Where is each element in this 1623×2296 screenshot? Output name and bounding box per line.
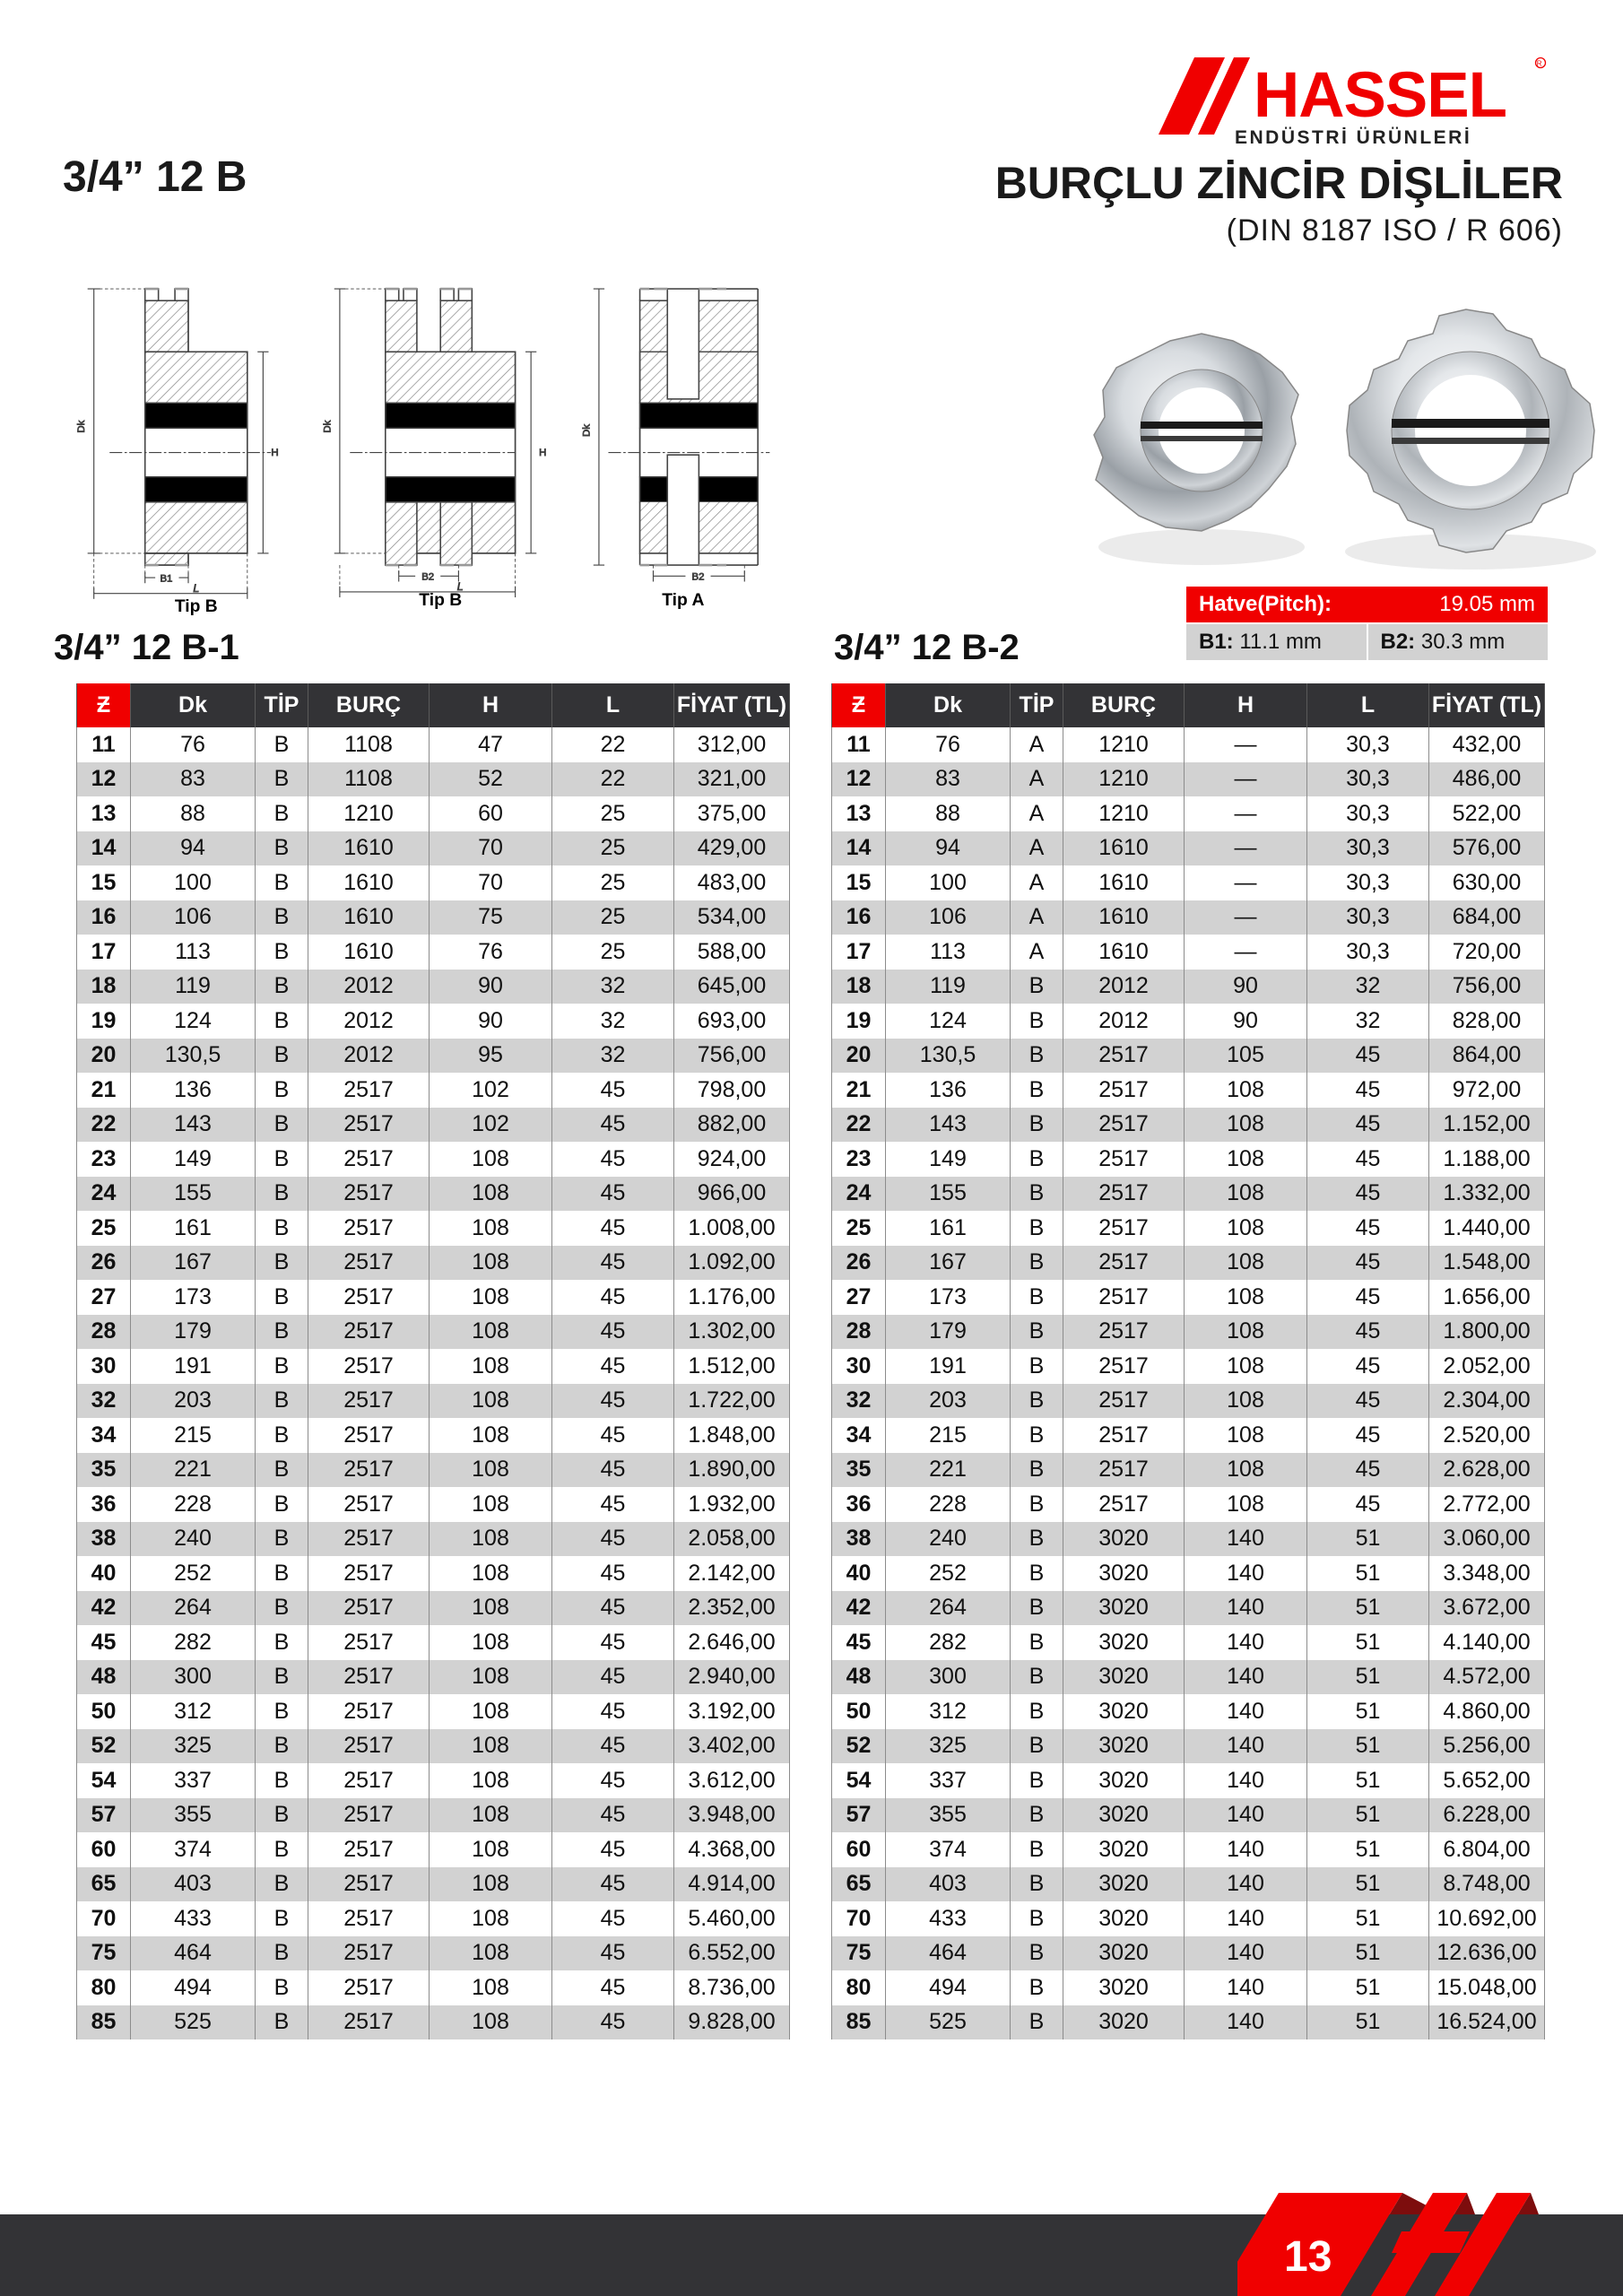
svg-text:Tip A: Tip A <box>662 591 704 610</box>
svg-text:B2: B2 <box>421 572 434 583</box>
svg-text:Dk: Dk <box>76 420 87 432</box>
svg-text:H: H <box>539 448 546 458</box>
svg-text:HASSEL: HASSEL <box>1254 60 1506 131</box>
svg-text:R: R <box>1537 60 1542 68</box>
svg-text:Tip B: Tip B <box>419 591 462 610</box>
svg-text:Dk: Dk <box>581 424 592 437</box>
svg-text:B1: B1 <box>160 573 172 584</box>
svg-text:Tip B: Tip B <box>175 597 218 616</box>
svg-text:Dk: Dk <box>322 420 333 432</box>
svg-text:B2: B2 <box>692 572 705 583</box>
svg-text:13: 13 <box>1284 2233 1332 2281</box>
svg-text:H: H <box>271 448 278 458</box>
svg-text:L: L <box>193 582 199 595</box>
